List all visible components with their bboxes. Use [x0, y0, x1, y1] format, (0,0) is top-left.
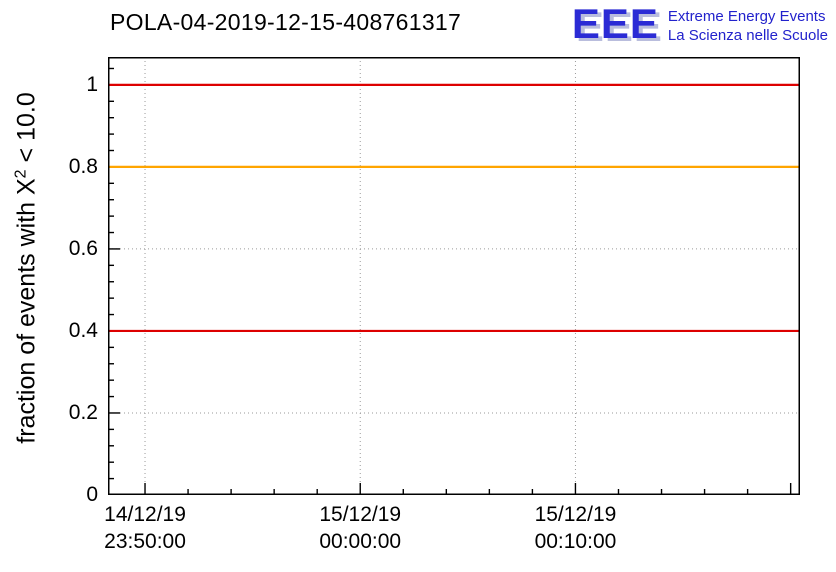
chart-title: POLA-04-2019-12-15-408761317	[110, 9, 462, 35]
logo-line-2: La Scienza nelle Scuole	[667, 27, 828, 44]
logo-line-1: Extreme Energy Events	[667, 8, 826, 25]
y-axis-label: fraction of events with X2 < 10.0	[12, 92, 41, 443]
plot-area	[108, 57, 800, 495]
y-tick-label: 1	[86, 72, 98, 96]
eee-logo-text: Extreme Energy Events La Scienza nelle S…	[668, 3, 828, 45]
y-tick-label: 0.2	[68, 400, 98, 424]
y-tick-label: 0.6	[68, 236, 98, 260]
y-tick-label: 0	[86, 483, 98, 506]
eee-logo: EEE Extreme Energy Events La Scienza nel…	[572, 3, 828, 45]
plot-frame	[108, 57, 800, 495]
x-tick-label: 15/12/19 00:00:00	[319, 503, 402, 553]
x-tick-label: 14/12/19 23:50:00	[104, 503, 186, 553]
y-tick-label: 0.4	[68, 318, 98, 342]
eee-logo-acronym: EEE	[571, 0, 659, 47]
x-tick-label: 15/12/19 00:10:00	[534, 503, 617, 553]
y-tick-label: 0.8	[68, 154, 98, 178]
